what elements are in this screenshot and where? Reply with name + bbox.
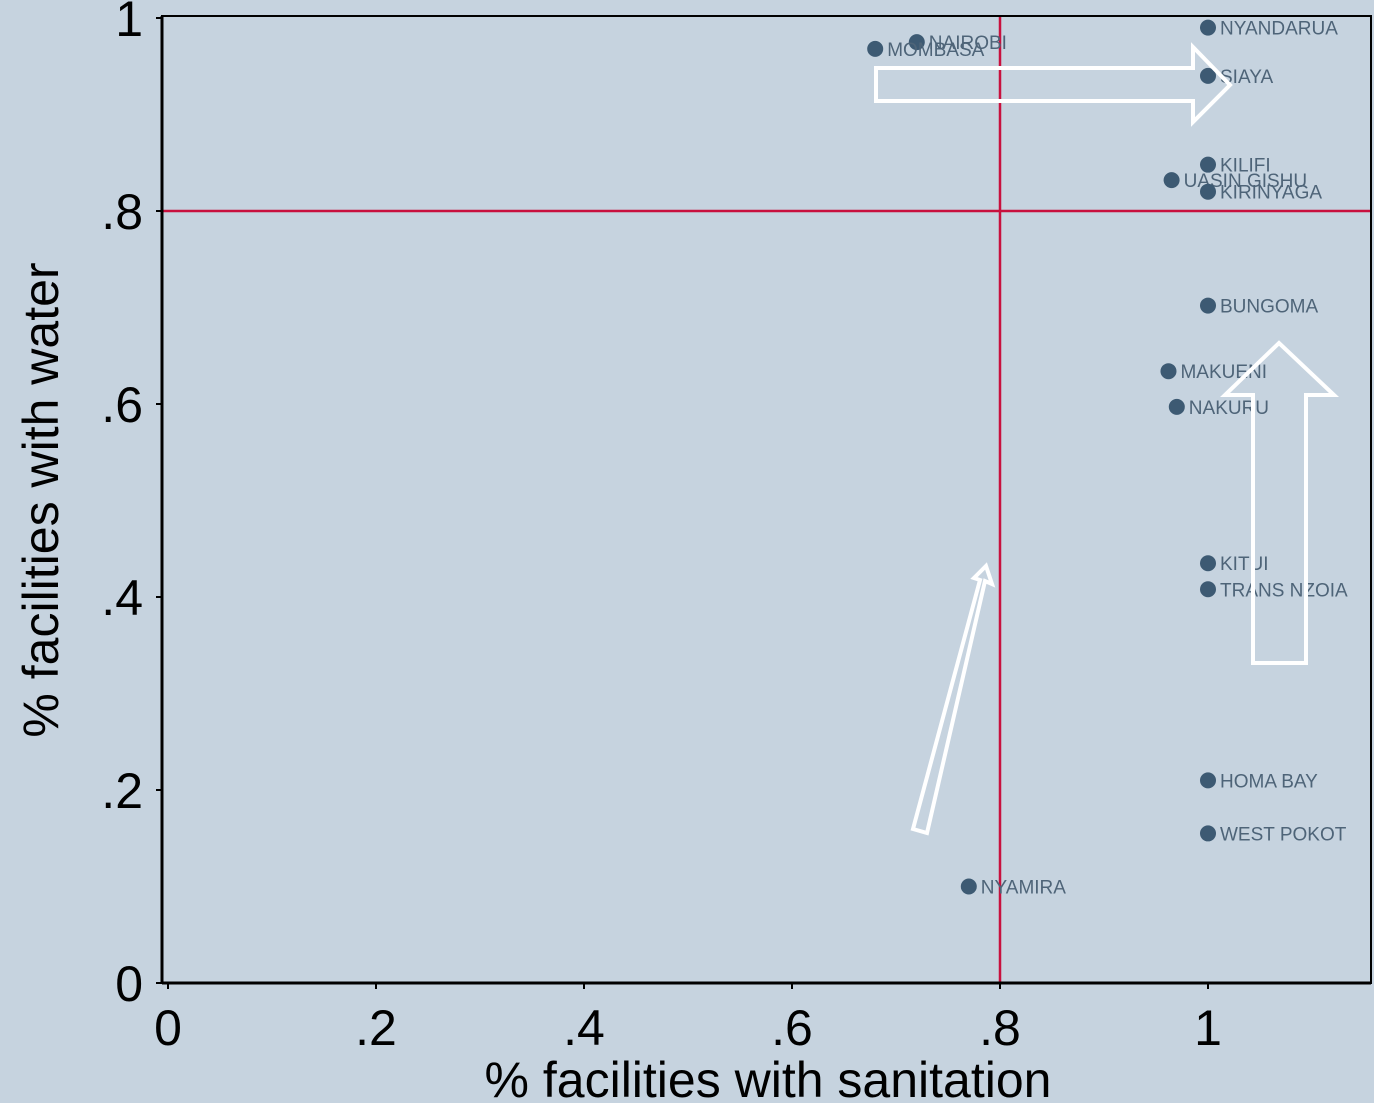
data-point [1200,772,1216,789]
x-tick-label: 1 [1194,1000,1222,1056]
data-point [908,34,925,51]
data-point-label: WEST POKOT [1220,824,1347,845]
y-tick-label: .8 [101,184,143,240]
data-point [1200,67,1216,84]
x-tick-label: .2 [355,1000,397,1056]
plot-area [162,16,1371,983]
data-point-label: TRANS NZOIA [1220,580,1348,601]
data-point-label: NAIROBI [929,33,1007,54]
data-point [1200,19,1216,36]
y-tick-label: .2 [101,763,143,819]
data-point [1160,363,1177,380]
data-point-label: NAKURU [1189,398,1269,419]
x-tick-label: .6 [771,1000,813,1056]
data-point-label: UASIN GISHU [1184,171,1308,192]
data-point [1200,581,1216,598]
x-tick-label: .4 [563,1000,605,1056]
data-point [1163,172,1180,189]
data-point-label: SIAYA [1220,67,1273,88]
data-point-label: KITUI [1220,554,1269,575]
annotation-arrow-up [1220,340,1340,665]
data-point-label: HOMA BAY [1220,771,1318,792]
data-point-label: NYAMIRA [981,878,1066,899]
y-tick-label: 1 [115,0,143,47]
data-point [1200,183,1216,200]
y-tick-label: 0 [115,956,143,1012]
data-point [1200,297,1216,314]
x-tick-label: .8 [979,1000,1021,1056]
data-point [960,878,977,895]
y-tick-label: .4 [101,570,143,626]
data-point-label: MOMBASA [887,40,984,61]
data-point-label: NYANDARUA [1220,19,1338,40]
x-tick-label: 0 [154,1000,182,1056]
data-point-label: KILIFI [1220,156,1271,177]
x-axis-title: % facilities with sanitation [485,1052,1052,1103]
data-point [1200,156,1216,173]
data-point-label: BUNGOMA [1220,297,1319,318]
data-point [1200,825,1216,842]
y-tick-label: .6 [101,377,143,433]
data-point-label: KIRINYAGA [1220,183,1322,204]
annotation-arrow-right [874,42,1233,127]
data-point [1200,555,1216,572]
annotation-arrow-up-right [910,562,996,836]
data-point [867,40,884,57]
y-axis-title: % facilities with water [13,262,69,737]
data-point [1168,398,1185,415]
